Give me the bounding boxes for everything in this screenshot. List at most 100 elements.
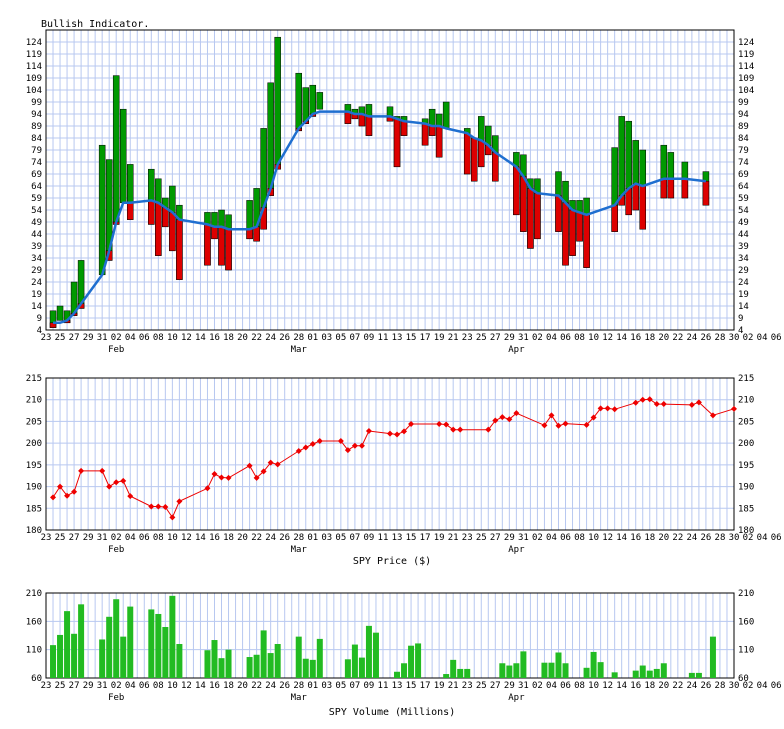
x-tick-label: 22 <box>251 333 262 343</box>
volume-bar <box>302 658 309 678</box>
x-tick-label: 26 <box>279 681 290 691</box>
x-tick-label: 08 <box>574 533 585 543</box>
x-tick-label: 30 <box>729 333 740 343</box>
y-tick-label-right: 210 <box>738 589 754 599</box>
price-point <box>639 396 646 403</box>
bearish-bar <box>428 125 436 136</box>
x-tick-label: 21 <box>448 533 459 543</box>
volume-bar <box>204 650 211 678</box>
x-tick-label: 14 <box>195 681 206 691</box>
y-tick-label-left: 215 <box>26 374 42 384</box>
x-tick-label: 14 <box>616 681 627 691</box>
x-tick-label: 28 <box>293 533 304 543</box>
x-tick-label: 06 <box>139 333 150 343</box>
price-point <box>731 405 737 412</box>
x-tick-label: 13 <box>392 533 403 543</box>
x-tick-label: 29 <box>504 333 515 343</box>
x-tick-label: 29 <box>504 533 515 543</box>
x-tick-label: 12 <box>602 681 613 691</box>
bearish-bar <box>253 226 260 242</box>
x-tick-label: 01 <box>307 533 318 543</box>
x-tick-label: 12 <box>181 533 192 543</box>
y-tick-label-left: 34 <box>31 254 42 264</box>
y-tick-label-left: 54 <box>31 206 42 216</box>
volume-bar <box>401 663 408 678</box>
x-tick-label: 27 <box>69 333 80 343</box>
price-point <box>211 470 218 477</box>
bearish-bar <box>702 180 710 206</box>
x-tick-label: 16 <box>209 333 220 343</box>
price-point <box>604 405 611 412</box>
x-tick-label: 05 <box>335 533 346 543</box>
price-point <box>337 437 344 444</box>
price-point <box>583 421 590 428</box>
x-tick-label: 23 <box>462 333 473 343</box>
x-tick-label: 06 <box>139 681 150 691</box>
bearish-bar <box>126 202 134 220</box>
volume-bar <box>688 672 695 678</box>
x-tick-label: 03 <box>321 533 332 543</box>
y-tick-label-right: 210 <box>738 396 754 406</box>
price-point <box>176 498 183 505</box>
y-tick-label-left: 119 <box>26 50 42 60</box>
x-tick-label: 27 <box>490 333 501 343</box>
x-tick-label: 02 <box>111 333 122 343</box>
x-tick-label: 04 <box>125 681 136 691</box>
volume-bar <box>457 668 464 678</box>
indicator-line <box>53 110 707 325</box>
x-tick-label: 02 <box>743 333 754 343</box>
x-tick-label: 28 <box>715 681 726 691</box>
bearish-bar <box>520 176 527 232</box>
x-tick-label: 22 <box>672 333 683 343</box>
y-tick-label-right: 44 <box>738 230 749 240</box>
volume-bar <box>148 609 155 678</box>
volume-bar <box>218 658 225 678</box>
y-tick-label-right: 24 <box>738 278 749 288</box>
volume-bar <box>513 663 520 678</box>
price-point <box>113 479 120 486</box>
y-tick-label-right: 109 <box>738 74 754 84</box>
x-tick-label: 01 <box>307 333 318 343</box>
x-tick-label: 16 <box>630 681 641 691</box>
volume-bar <box>120 636 127 678</box>
volume-bar <box>246 657 253 678</box>
x-tick-label: 02 <box>532 533 543 543</box>
y-tick-label-left: 4 <box>37 326 42 336</box>
y-tick-label-left: 84 <box>31 134 42 144</box>
y-tick-label-right: 69 <box>738 170 749 180</box>
volume-bar <box>78 604 85 678</box>
x-tick-label: 27 <box>490 533 501 543</box>
y-tick-label-left: 110 <box>26 646 42 656</box>
x-tick-label: 23 <box>41 533 52 543</box>
x-tick-label: 28 <box>715 333 726 343</box>
volume-bar <box>253 654 260 678</box>
y-tick-label-left: 74 <box>31 158 42 168</box>
y-tick-label-right: 84 <box>738 134 749 144</box>
volume-bar <box>443 674 450 678</box>
x-tick-label: 25 <box>476 533 487 543</box>
x-tick-label: 25 <box>55 681 66 691</box>
volume-bar <box>344 659 351 678</box>
volume-bar <box>64 611 71 678</box>
x-tick-label: 10 <box>167 333 178 343</box>
volume-bar <box>162 627 169 678</box>
x-tick-label: 04 <box>757 681 768 691</box>
x-tick-label: 15 <box>406 681 417 691</box>
x-tick-label: 20 <box>237 681 248 691</box>
price-point <box>295 447 302 454</box>
x-tick-label: 19 <box>434 333 445 343</box>
y-tick-label-right: 195 <box>738 461 754 471</box>
month-label: Apr <box>508 545 525 555</box>
bearish-bar <box>639 185 646 230</box>
y-tick-label-left: 9 <box>37 314 42 324</box>
bearish-bar <box>555 195 562 232</box>
bullish-bar <box>309 84 317 117</box>
x-tick-label: 29 <box>83 533 94 543</box>
price-point <box>155 503 162 510</box>
y-tick-label-right: 29 <box>738 266 749 276</box>
volume-bar <box>408 645 415 678</box>
price-point <box>99 467 106 474</box>
y-tick-label-right: 160 <box>738 617 754 627</box>
price-point <box>660 401 667 408</box>
